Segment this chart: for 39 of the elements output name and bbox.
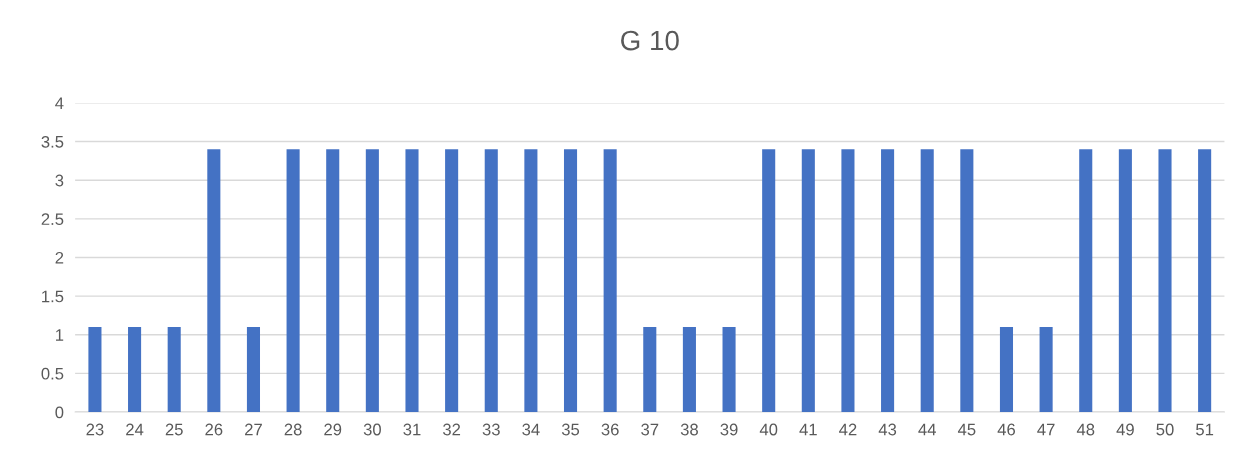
y-tick-label: 0.5: [41, 367, 64, 380]
x-tick-label: 24: [126, 423, 144, 436]
x-tick-label: 34: [522, 423, 540, 436]
x-tick-label: 43: [878, 423, 897, 436]
y-tick-label: 4: [55, 97, 64, 109]
x-tick-label: 48: [1076, 423, 1095, 436]
y-tick-label: 3.5: [41, 135, 64, 148]
x-tick-label: 38: [680, 423, 698, 436]
y-tick-label: 1.5: [42, 290, 64, 303]
x-tick-label: 23: [86, 423, 104, 436]
x-tick-label: 31: [403, 423, 421, 436]
x-tick-label: 28: [284, 423, 302, 436]
x-tick-label: 25: [165, 423, 183, 436]
x-tick-label: 42: [839, 423, 857, 436]
x-tick-label: 50: [1156, 423, 1174, 436]
x-tick-label: 36: [601, 423, 619, 436]
x-tick-label: 45: [957, 423, 976, 436]
x-tick-label: 26: [205, 423, 223, 436]
x-tick-label: 44: [918, 423, 936, 436]
chart-title: G 10: [621, 30, 679, 51]
x-tick-label: 29: [324, 423, 342, 436]
x-tick-label: 39: [720, 423, 738, 436]
x-tick-label: 41: [799, 423, 817, 436]
x-tick-label: 30: [363, 423, 381, 436]
x-tick-label: 37: [641, 423, 659, 436]
x-tick-label: 49: [1116, 423, 1134, 436]
x-tick-label: 27: [245, 423, 262, 436]
x-tick-label: 35: [561, 423, 580, 436]
x-tick-label: 51: [1196, 423, 1214, 436]
y-tick-label: 3: [55, 174, 64, 187]
x-tick-label: 32: [442, 423, 461, 436]
x-tick-label: 33: [482, 423, 500, 436]
y-tick-label: 1: [56, 329, 64, 341]
y-tick-label: 0: [55, 406, 64, 419]
x-tick-label: 46: [997, 423, 1016, 436]
x-tick-label: 47: [1037, 423, 1055, 436]
y-tick-label: 2: [55, 251, 64, 264]
x-tick-label: 40: [759, 423, 778, 436]
y-tick-label: 2.5: [41, 213, 64, 226]
